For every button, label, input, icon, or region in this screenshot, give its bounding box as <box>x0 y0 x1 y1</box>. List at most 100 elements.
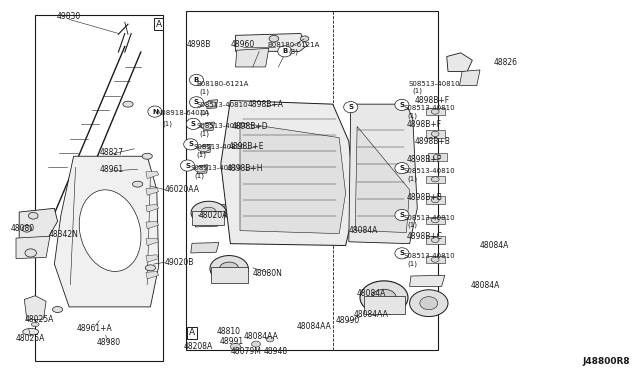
Polygon shape <box>204 205 225 218</box>
Ellipse shape <box>278 46 292 57</box>
Text: A: A <box>156 20 162 29</box>
Polygon shape <box>146 205 159 212</box>
Ellipse shape <box>132 181 143 187</box>
Text: 46020AA: 46020AA <box>165 185 200 194</box>
Text: 48827: 48827 <box>100 148 124 157</box>
Ellipse shape <box>431 237 439 243</box>
Ellipse shape <box>189 74 204 86</box>
Text: 48961+A: 48961+A <box>77 324 113 333</box>
Polygon shape <box>426 130 445 138</box>
Ellipse shape <box>191 201 227 224</box>
Ellipse shape <box>142 153 152 159</box>
Polygon shape <box>146 272 159 279</box>
Text: (1): (1) <box>408 222 418 228</box>
Ellipse shape <box>395 248 409 259</box>
Polygon shape <box>19 208 58 242</box>
Ellipse shape <box>22 225 32 232</box>
Ellipse shape <box>29 212 38 219</box>
Text: 48960: 48960 <box>231 40 255 49</box>
Text: 4898B+F: 4898B+F <box>406 120 442 129</box>
Ellipse shape <box>431 131 439 137</box>
Polygon shape <box>146 188 159 195</box>
Text: (1): (1) <box>162 120 172 127</box>
Text: 48084A: 48084A <box>480 241 509 250</box>
Ellipse shape <box>269 35 279 42</box>
Polygon shape <box>428 153 447 161</box>
Text: 48084AA: 48084AA <box>244 332 278 341</box>
Ellipse shape <box>220 262 239 275</box>
Text: S08513-40810: S08513-40810 <box>196 124 248 129</box>
Text: S: S <box>399 165 404 171</box>
Text: 48990: 48990 <box>335 316 360 325</box>
Text: 4898B+F: 4898B+F <box>415 96 450 105</box>
Text: 4898B+D: 4898B+D <box>231 122 268 131</box>
Text: 48810: 48810 <box>217 327 241 336</box>
Text: 48025A: 48025A <box>25 315 54 324</box>
Ellipse shape <box>230 343 241 350</box>
Polygon shape <box>426 108 445 115</box>
Polygon shape <box>197 165 208 174</box>
Ellipse shape <box>148 106 162 117</box>
Ellipse shape <box>52 307 63 312</box>
Text: (1): (1) <box>194 172 204 179</box>
Text: B: B <box>282 48 287 54</box>
Text: 48948: 48948 <box>263 347 287 356</box>
Ellipse shape <box>23 328 38 335</box>
Text: (3): (3) <box>288 49 298 55</box>
Ellipse shape <box>123 101 133 107</box>
Ellipse shape <box>184 139 198 150</box>
Ellipse shape <box>431 257 439 262</box>
Ellipse shape <box>252 341 260 347</box>
Text: 48025A: 48025A <box>16 334 45 343</box>
Text: (1): (1) <box>408 175 418 182</box>
Text: S08513-40810: S08513-40810 <box>408 81 460 87</box>
Text: S08513-40810: S08513-40810 <box>403 215 455 221</box>
Text: S: S <box>185 163 190 169</box>
Text: 48961: 48961 <box>100 165 124 174</box>
Text: (1): (1) <box>200 88 210 95</box>
Text: 48826: 48826 <box>493 58 518 67</box>
Text: (1): (1) <box>408 260 418 267</box>
Polygon shape <box>426 256 445 263</box>
Text: 48084AA: 48084AA <box>354 310 388 319</box>
Text: S08513-40810: S08513-40810 <box>196 102 248 108</box>
Text: S08513-40810: S08513-40810 <box>403 253 455 259</box>
Polygon shape <box>191 243 219 253</box>
Ellipse shape <box>201 124 212 129</box>
Ellipse shape <box>360 281 408 314</box>
Polygon shape <box>426 236 445 244</box>
Text: (1): (1) <box>413 88 423 94</box>
Text: S08513-40810: S08513-40810 <box>193 144 245 150</box>
Ellipse shape <box>198 146 209 152</box>
Ellipse shape <box>410 290 448 317</box>
Text: N: N <box>152 109 158 115</box>
Ellipse shape <box>395 209 409 221</box>
Polygon shape <box>426 217 445 224</box>
Polygon shape <box>426 196 445 204</box>
Text: 4898B+B: 4898B+B <box>415 137 451 146</box>
Ellipse shape <box>266 337 274 342</box>
Ellipse shape <box>31 322 39 327</box>
Text: (1): (1) <box>200 109 210 116</box>
Polygon shape <box>447 53 472 71</box>
Text: S: S <box>348 104 353 110</box>
Text: S08513-40810: S08513-40810 <box>191 165 243 171</box>
Text: 4898B+A: 4898B+A <box>248 100 284 109</box>
Polygon shape <box>460 70 480 86</box>
Polygon shape <box>236 33 307 51</box>
Text: 48080N: 48080N <box>253 269 282 278</box>
Text: J48800R8: J48800R8 <box>583 357 630 366</box>
Ellipse shape <box>189 97 204 108</box>
Text: 49830: 49830 <box>57 12 81 21</box>
Text: 48079M: 48079M <box>231 347 262 356</box>
Ellipse shape <box>25 249 36 257</box>
Polygon shape <box>146 238 159 246</box>
Text: 4898B+B: 4898B+B <box>406 193 442 202</box>
Ellipse shape <box>395 99 409 110</box>
Polygon shape <box>146 221 159 229</box>
Ellipse shape <box>431 218 439 223</box>
Text: 48991: 48991 <box>220 337 244 346</box>
Text: 48080: 48080 <box>10 224 35 233</box>
Polygon shape <box>146 171 159 179</box>
Text: 48020A: 48020A <box>198 211 228 220</box>
